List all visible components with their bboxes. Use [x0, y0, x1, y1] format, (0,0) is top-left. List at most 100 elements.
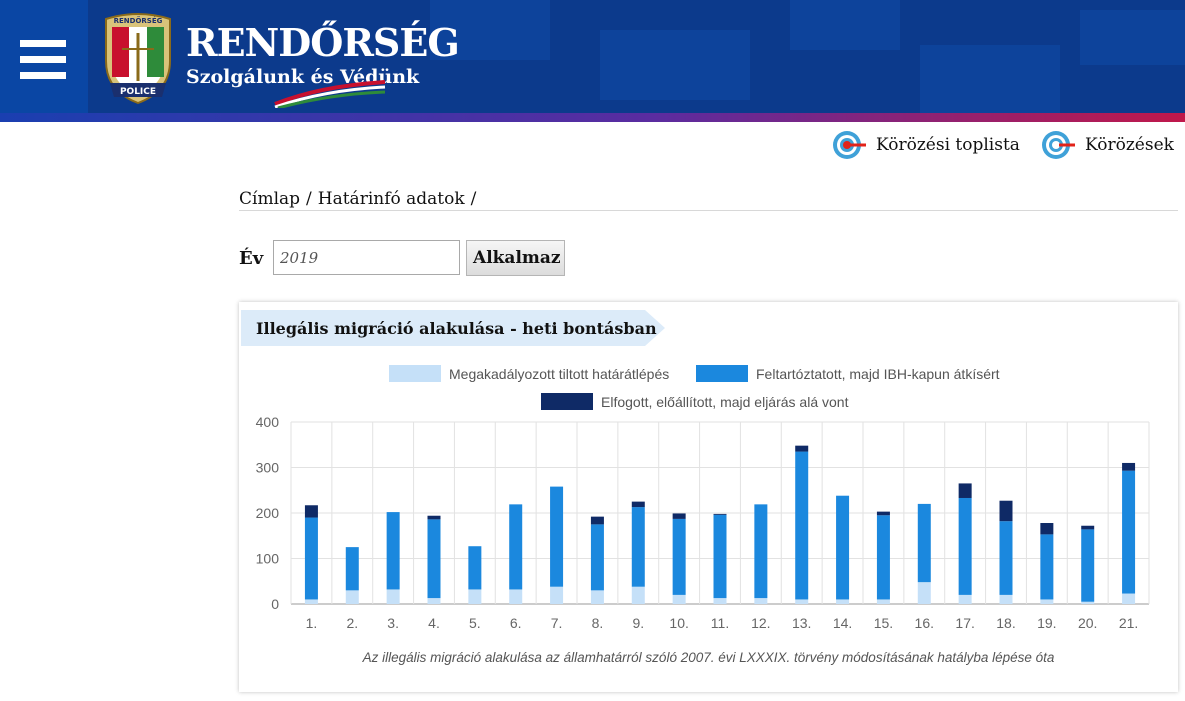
bar-segment-series-2 — [795, 451, 809, 600]
bar-segment-series-1 — [917, 582, 931, 604]
bar-segment-series-2 — [917, 503, 931, 583]
x-tick-label: 1. — [306, 615, 318, 631]
bar-segment-series-3 — [795, 445, 809, 452]
site-title[interactable]: RENDŐRSÉG — [186, 20, 460, 65]
header-pattern — [430, 0, 550, 60]
bar-segment-series-2 — [590, 524, 604, 591]
bar-segment-series-2 — [468, 546, 482, 590]
x-tick-label: 13. — [792, 615, 811, 631]
wanted-toplist-link[interactable]: Körözési toplista — [832, 130, 1020, 160]
bar-segment-series-1 — [876, 599, 890, 604]
bar-segment-series-2 — [304, 517, 318, 600]
bar-segment-series-1 — [1040, 599, 1054, 604]
bar-segment-series-2 — [999, 521, 1013, 595]
legend-swatch-escorted — [696, 365, 748, 382]
bar-segment-series-2 — [1040, 534, 1054, 600]
police-badge-logo[interactable]: POLICE RENDŐRSÉG — [100, 11, 176, 105]
x-tick-label: 12. — [751, 615, 770, 631]
wanted-persons-link[interactable]: Körözések — [1041, 130, 1174, 160]
bar-segment-series-1 — [386, 589, 400, 604]
bar-segment-series-1 — [999, 594, 1013, 604]
legend-item-prevented[interactable]: Megakadályozott tiltott határátlépés — [389, 365, 669, 382]
bar-segment-series-1 — [590, 590, 604, 604]
x-tick-label: 5. — [469, 615, 481, 631]
x-tick-label: 20. — [1078, 615, 1097, 631]
bar-segment-series-1 — [1122, 593, 1136, 604]
breadcrumb-home[interactable]: Címlap — [239, 189, 301, 209]
legend-item-escorted[interactable]: Feltartóztatott, majd IBH-kapun átkísért — [696, 365, 1000, 382]
y-tick-label: 100 — [256, 551, 280, 567]
x-tick-label: 17. — [955, 615, 974, 631]
breadcrumb-border-info[interactable]: Határinfó adatok — [317, 189, 465, 209]
y-tick-label: 400 — [256, 414, 280, 430]
legend-label-arrested: Elfogott, előállított, majd eljárás alá … — [601, 393, 849, 410]
bar-segment-series-3 — [427, 515, 441, 520]
bar-segment-series-2 — [509, 504, 523, 590]
x-tick-label: 6. — [510, 615, 522, 631]
x-tick-label: 16. — [915, 615, 934, 631]
bar-segment-series-3 — [958, 483, 972, 498]
bar-segment-series-3 — [713, 513, 727, 515]
bar-segment-series-1 — [550, 586, 564, 604]
bar-segment-series-2 — [672, 518, 686, 595]
x-tick-label: 15. — [874, 615, 893, 631]
y-tick-label: 200 — [256, 505, 280, 521]
stacked-bar-chart: 0 100 200 300 400 1. 2. 3. 4. 5. 6. 7. 8. 9. 10. 11. 12.… — [256, 414, 1150, 631]
bar-segment-series-1 — [304, 599, 318, 604]
bar-segment-series-3 — [876, 511, 890, 516]
bar-segment-series-1 — [958, 594, 972, 604]
x-tick-label: 14. — [833, 615, 852, 631]
x-tick-label: 9. — [632, 615, 644, 631]
x-tick-label: 19. — [1037, 615, 1056, 631]
wanted-toplist-label: Körözési toplista — [876, 135, 1020, 155]
svg-text:POLICE: POLICE — [120, 87, 156, 97]
header-pattern — [920, 45, 1060, 113]
legend-label-prevented: Megakadályozott tiltott határátlépés — [449, 365, 670, 382]
bar-segment-series-2 — [754, 504, 768, 599]
bar-segment-series-1 — [795, 599, 809, 604]
bar-segment-series-1 — [672, 594, 686, 604]
bar-segment-series-2 — [386, 512, 400, 590]
bar-segment-series-1 — [836, 599, 850, 604]
svg-text:RENDŐRSÉG: RENDŐRSÉG — [114, 16, 163, 25]
x-tick-label: 4. — [428, 615, 440, 631]
bar-segment-series-1 — [631, 586, 645, 604]
legend-swatch-prevented — [389, 365, 441, 382]
bar-segment-series-3 — [672, 513, 686, 519]
apply-button[interactable]: Alkalmaz — [466, 240, 565, 276]
x-tick-label: 3. — [387, 615, 399, 631]
legend-label-escorted: Feltartóztatott, majd IBH-kapun átkísért — [756, 365, 1000, 382]
wanted-persons-label: Körözések — [1085, 135, 1174, 155]
x-tick-label: 8. — [592, 615, 604, 631]
bar-segment-series-2 — [1081, 529, 1095, 602]
bar-segment-series-3 — [304, 505, 318, 518]
x-tick-label: 18. — [996, 615, 1015, 631]
bar-segment-series-3 — [1122, 462, 1136, 471]
bar-segment-series-2 — [1122, 470, 1136, 594]
y-tick-label: 0 — [271, 596, 279, 612]
bar-segment-series-2 — [958, 497, 972, 595]
bar-segment-series-1 — [713, 598, 727, 604]
legend-item-arrested[interactable]: Elfogott, előállított, majd eljárás alá … — [541, 393, 848, 410]
migration-chart-panel: Illegális migráció alakulása - heti bont… — [239, 302, 1178, 692]
bar-segment-series-1 — [509, 589, 523, 604]
bar-segment-series-3 — [1081, 525, 1095, 530]
bar-segment-series-1 — [427, 598, 441, 604]
target-blue-icon — [1042, 131, 1075, 159]
panel-title: Illegális migráció alakulása - heti bont… — [241, 310, 665, 346]
x-tick-label: 10. — [669, 615, 688, 631]
chart-caption: Az illegális migráció alakulása az állam… — [362, 650, 1055, 665]
breadcrumb: Címlap / Határinfó adatok / — [239, 189, 1178, 211]
y-tick-label: 300 — [256, 460, 280, 476]
bar-segment-series-2 — [427, 519, 441, 599]
flag-swoosh-decoration — [274, 80, 386, 108]
legend-swatch-arrested — [541, 393, 593, 410]
year-input[interactable] — [273, 240, 460, 275]
bar-segment-series-2 — [550, 486, 564, 587]
hamburger-menu-icon[interactable] — [0, 0, 88, 113]
bar-segment-series-1 — [345, 590, 359, 604]
year-label: Év — [239, 248, 264, 269]
panel-title-ribbon — [241, 310, 665, 346]
breadcrumb-separator: / — [470, 189, 477, 209]
bar-segment-series-1 — [468, 589, 482, 604]
